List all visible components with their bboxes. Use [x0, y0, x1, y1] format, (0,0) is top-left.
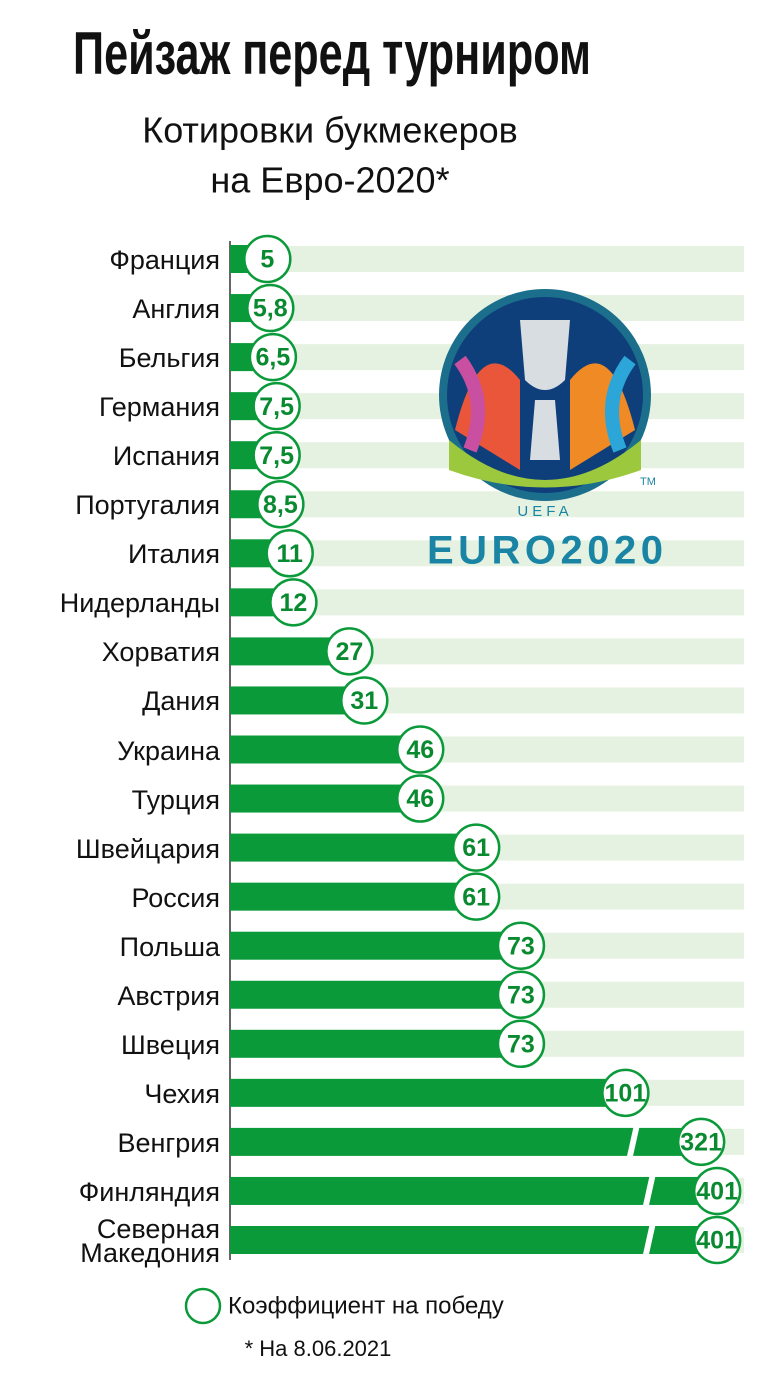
value-label: 7,5: [259, 393, 294, 421]
value-label: 11: [276, 540, 303, 568]
bar: [230, 931, 521, 960]
value-badge: [252, 381, 301, 431]
value-badge: [246, 283, 295, 333]
value-badge: [325, 627, 374, 676]
category-label: Швеция: [121, 1029, 220, 1060]
value-label: 5,8: [253, 295, 288, 323]
logo-grass: [449, 440, 641, 488]
bar: [230, 1029, 521, 1058]
logo-uefa: UEFA: [517, 503, 572, 520]
category-label: Украина: [117, 735, 220, 766]
bar: [230, 1078, 626, 1107]
value-label: 6,5: [256, 344, 291, 372]
value-badge: [340, 676, 389, 725]
value-label: 7,5: [259, 442, 294, 470]
category-label: Хорватия: [101, 637, 220, 668]
chart-subtitle: на Евро-2020*: [210, 160, 449, 201]
category-label: Германия: [98, 392, 220, 423]
logo-trophy: [520, 320, 570, 460]
axis-break: [626, 1123, 641, 1160]
value-label: 5: [260, 246, 274, 274]
value-badge: [451, 823, 501, 872]
row-stripe: [230, 491, 744, 518]
value-badge: [692, 1215, 742, 1265]
bar: [230, 1176, 718, 1205]
category-label: Нидерланды: [59, 588, 220, 619]
category-label: Швейцария: [75, 833, 220, 864]
value-label: 61: [462, 834, 490, 862]
value-badge: [395, 774, 445, 823]
value-label: 73: [507, 981, 535, 1009]
category-label: Россия: [131, 882, 220, 913]
bar: [230, 735, 421, 764]
value-badge: [601, 1068, 650, 1118]
value-badge: [496, 970, 546, 1019]
logo: UEFA EURO2020 TM: [427, 289, 663, 573]
category-label: Австрия: [117, 980, 220, 1011]
value-label: 101: [605, 1079, 647, 1107]
bar: [230, 882, 477, 911]
value-badge: [243, 234, 292, 284]
value-label: 321: [680, 1129, 722, 1157]
category-label: Турция: [131, 784, 220, 815]
value-badge: [269, 578, 318, 627]
value-label: 401: [696, 1178, 738, 1206]
value-badge: [265, 529, 314, 578]
value-label: 46: [406, 785, 434, 813]
value-label: 73: [507, 1030, 535, 1058]
bar: [230, 1226, 718, 1254]
category-label: Венгрия: [117, 1127, 220, 1158]
legend-swatch: [184, 1287, 222, 1325]
logo-wordmark: EURO2020: [427, 529, 663, 573]
category-label: Франция: [109, 245, 220, 275]
chart-title: Пейзаж перед турниром: [73, 21, 591, 88]
value-badge: [252, 430, 301, 480]
bar: [230, 833, 477, 862]
logo-shape: [605, 355, 636, 453]
value-label: 27: [335, 638, 363, 666]
value-label: 73: [507, 932, 535, 960]
value-label: 8,5: [263, 491, 298, 519]
logo-shape: [454, 355, 485, 453]
category-label: Англия: [132, 294, 220, 325]
category-label: Чехия: [144, 1078, 220, 1109]
value-badge: [496, 921, 546, 970]
value-label: 31: [350, 687, 378, 715]
value-badge: [395, 725, 445, 774]
category-label: Финляндия: [78, 1176, 220, 1207]
value-badge: [496, 1019, 546, 1069]
value-label: 12: [280, 589, 308, 617]
row-stripe: [230, 540, 744, 567]
category-label: Бельгия: [118, 343, 220, 374]
row-stripe: [230, 246, 744, 272]
legend-label: Коэффициент на победу: [228, 1292, 504, 1319]
value-badge: [676, 1117, 726, 1167]
category-label: Португалия: [75, 490, 220, 521]
footnote: * На 8.06.2021: [245, 1336, 392, 1361]
chart-subtitle: Котировки букмекеров: [142, 110, 518, 151]
value-badge: [256, 480, 305, 529]
value-badge: [451, 872, 501, 921]
category-label: Северная Македония: [80, 1214, 220, 1268]
logo-tm: TM: [640, 476, 656, 488]
axis-break: [642, 1172, 657, 1209]
bar: [230, 1127, 702, 1156]
category-label: Дания: [142, 686, 220, 717]
category-label: Испания: [112, 441, 220, 472]
category-label: Италия: [128, 539, 220, 570]
value-label: 61: [462, 883, 490, 911]
value-label: 401: [696, 1227, 738, 1255]
bar: [230, 980, 521, 1009]
value-badge: [692, 1166, 742, 1216]
axis-break: [642, 1222, 657, 1258]
value-badge: [248, 332, 298, 382]
category-label: Польша: [119, 931, 220, 962]
value-label: 46: [406, 736, 434, 764]
bar: [230, 784, 421, 813]
